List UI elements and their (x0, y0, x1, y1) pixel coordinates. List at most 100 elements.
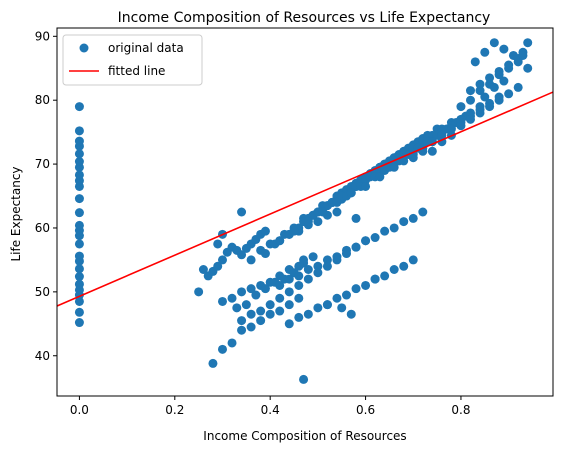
data-point (437, 130, 447, 140)
data-point (284, 300, 294, 310)
y-axis-label: Life Expectancy (9, 166, 23, 261)
data-point (332, 255, 342, 265)
y-tick-label: 70 (35, 157, 50, 171)
data-point (74, 239, 84, 249)
data-point (275, 236, 285, 246)
data-point (313, 303, 323, 313)
data-point (74, 157, 84, 167)
data-point (351, 242, 361, 252)
data-point (74, 170, 84, 180)
data-point (308, 252, 318, 262)
data-point (74, 126, 84, 136)
data-point (318, 207, 328, 217)
data-point (294, 293, 304, 303)
data-point (237, 287, 247, 297)
data-point (322, 300, 332, 310)
data-point (284, 319, 294, 329)
data-point (456, 121, 466, 131)
data-point (470, 57, 480, 67)
y-tick-label: 40 (35, 349, 50, 363)
data-point (217, 255, 227, 265)
data-point (275, 280, 285, 290)
chart-title: Income Composition of Resources vs Life … (118, 10, 491, 26)
data-point (246, 284, 256, 294)
data-point (74, 149, 84, 159)
data-point (265, 300, 275, 310)
data-point (523, 63, 533, 73)
data-point (361, 236, 371, 246)
data-point (294, 271, 304, 281)
data-point (246, 322, 256, 332)
data-point (227, 293, 237, 303)
data-point (480, 92, 490, 102)
plot-frame (56, 27, 554, 397)
data-point (284, 274, 294, 284)
legend-label-fitted-line: fitted line (108, 64, 165, 78)
data-point (198, 265, 208, 274)
y-tick-label: 50 (35, 285, 50, 299)
data-point (389, 162, 399, 172)
data-point (208, 358, 218, 368)
data-point (275, 306, 285, 316)
data-point (251, 290, 261, 300)
legend-label-original-data: original data (108, 41, 184, 55)
data-point (489, 38, 499, 48)
data-point (523, 38, 533, 48)
data-point (399, 261, 409, 271)
data-point (237, 316, 247, 326)
data-point (380, 271, 390, 281)
data-point (322, 255, 332, 265)
data-point (237, 325, 247, 335)
data-point (341, 290, 351, 300)
x-tick-label: 0.2 (165, 403, 184, 417)
data-point (332, 293, 342, 303)
x-tick-label: 0.0 (70, 403, 89, 417)
data-point (74, 272, 84, 282)
data-point (475, 86, 485, 96)
data-point (260, 249, 270, 259)
x-tick-label: 0.6 (356, 403, 375, 417)
data-point (289, 226, 299, 236)
data-point (513, 82, 523, 92)
data-point (389, 223, 399, 233)
y-tick-label: 90 (35, 29, 50, 43)
data-point (332, 207, 342, 217)
data-point (489, 82, 499, 92)
data-point (361, 280, 371, 290)
data-point (241, 300, 251, 310)
data-point (313, 261, 323, 271)
data-point (275, 293, 285, 303)
data-point (475, 108, 485, 118)
data-point (499, 44, 509, 54)
data-point (465, 114, 475, 124)
data-point (346, 188, 356, 198)
data-point (408, 255, 418, 265)
data-point (265, 309, 275, 319)
data-point (322, 261, 332, 271)
data-point (337, 303, 347, 313)
data-point (485, 102, 495, 112)
data-point (294, 312, 304, 322)
data-point (256, 316, 266, 326)
data-point (227, 338, 237, 348)
data-point (504, 60, 514, 70)
data-point (260, 226, 270, 236)
data-point (485, 73, 495, 83)
legend-marker-original-data (79, 43, 89, 53)
data-point (74, 102, 84, 112)
data-point (361, 181, 371, 191)
data-point (237, 250, 247, 260)
data-point (74, 220, 84, 230)
data-point (74, 264, 84, 274)
data-point (303, 265, 313, 274)
data-point (351, 284, 361, 294)
data-point (408, 153, 418, 163)
data-point (465, 95, 475, 105)
data-point (74, 279, 84, 289)
data-point (375, 172, 385, 182)
data-point (499, 76, 509, 86)
data-point (370, 233, 380, 243)
data-point (74, 296, 84, 306)
data-point (74, 318, 84, 328)
legend-box (62, 34, 203, 86)
